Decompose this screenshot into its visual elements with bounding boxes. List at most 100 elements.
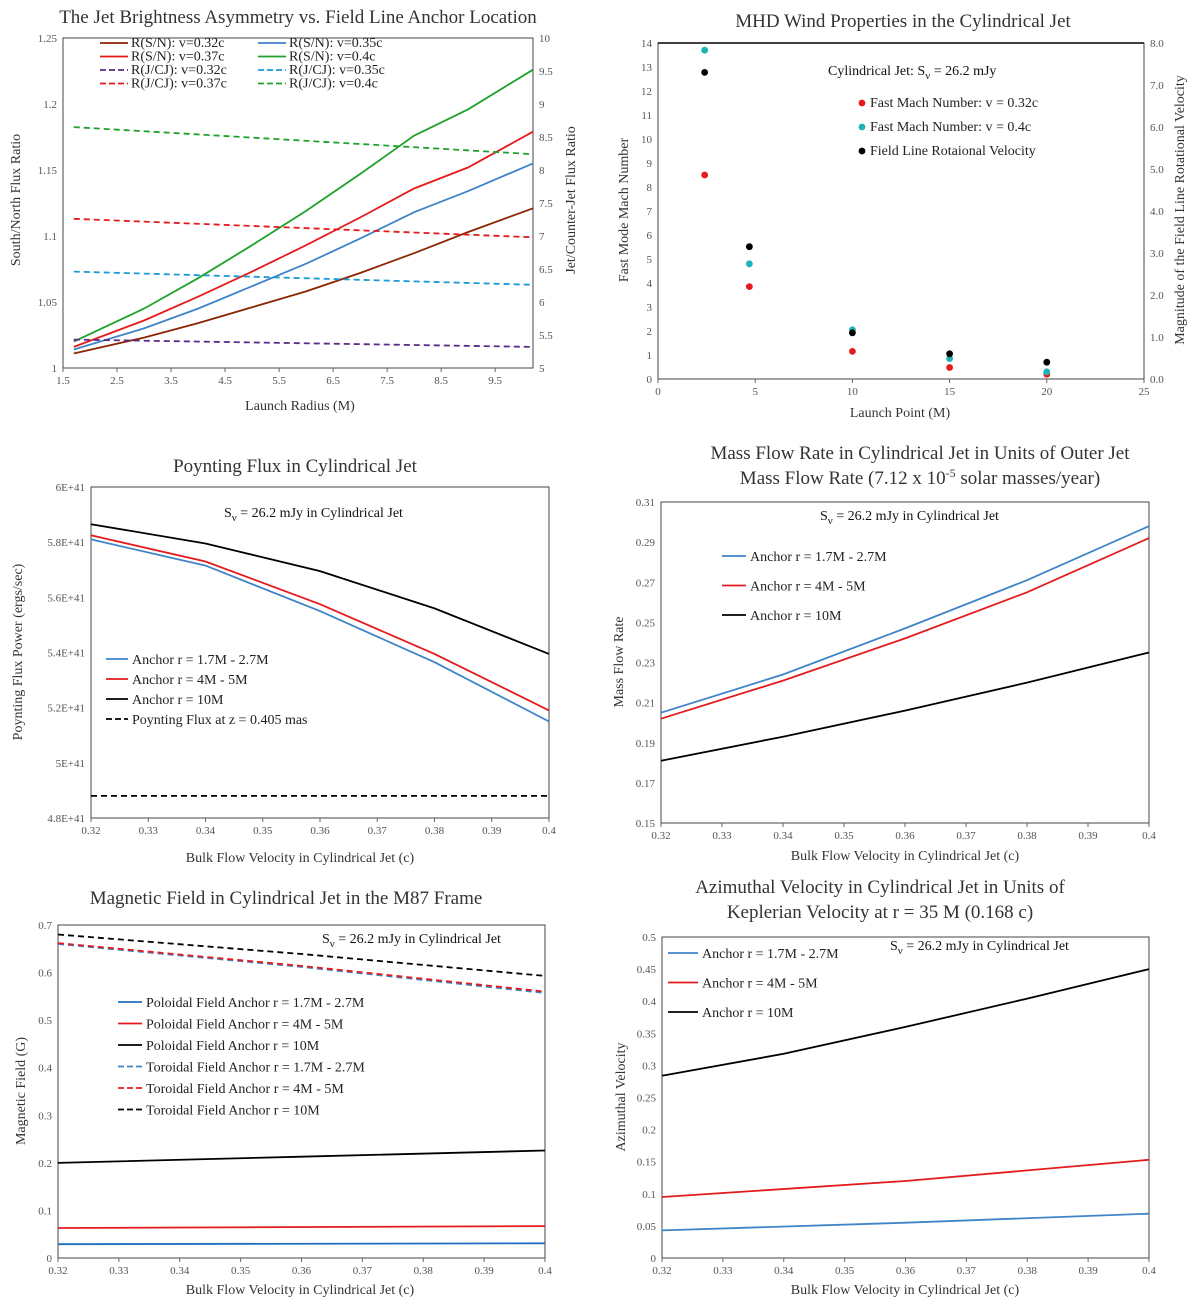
y-tick-label: 0.5 — [38, 1015, 52, 1027]
y2-tick-label: 3.0 — [1150, 248, 1164, 260]
x-tick-label: 3.5 — [164, 375, 178, 387]
y2-tick-label: 6.5 — [539, 264, 553, 276]
y-axis-label: Fast Mode Mach Number — [617, 138, 632, 283]
y2-tick-label: 7 — [539, 231, 545, 243]
series-line-r-j-cj-v-0-4c — [73, 126, 534, 156]
y2-tick-label: 4.0 — [1150, 206, 1164, 218]
chart-title-line2: Keplerian Velocity at r = 35 M (0.168 c) — [727, 902, 1033, 923]
series-line-anchor-r-10m — [661, 968, 1150, 1077]
x-tick-label: 0.32 — [81, 825, 100, 837]
y-tick-label: 0.29 — [636, 537, 656, 549]
series-line-r-s-n-v-0-32c — [73, 207, 534, 355]
y2-tick-label: 5.5 — [539, 330, 553, 342]
legend-label: Anchor r = 1.7M - 2.7M — [750, 550, 887, 565]
y2-tick-label: 8.5 — [539, 132, 553, 144]
x-tick-label: 0.4 — [538, 1265, 552, 1277]
y-tick-label: 0.05 — [637, 1221, 657, 1233]
y-tick-label: 10 — [641, 134, 653, 146]
series-line-poloidal-field-anchor-r-1-7m-2-7m — [57, 1242, 546, 1246]
x-tick-label: 9.5 — [488, 375, 502, 387]
series-line-anchor-r-1-7m-2-7m — [660, 525, 1150, 714]
y-tick-label: 5.2E+41 — [47, 703, 85, 715]
series-line-anchor-r-10m — [660, 651, 1150, 762]
chart-title-line2: Mass Flow Rate (7.12 x 10-5 solar masses… — [740, 466, 1100, 489]
title-line2-sup: -5 — [946, 466, 956, 480]
y2-axis-label: Magnitude of the Field Line Rotational V… — [1173, 75, 1188, 345]
data-point-fast-mach-number-v-0-32c — [701, 171, 709, 179]
x-tick-label: 0.34 — [773, 830, 793, 842]
series-line-r-j-cj-v-0-37c — [73, 217, 534, 239]
x-tick-label: 1.5 — [56, 375, 70, 387]
series-line-poloidal-field-anchor-r-4m-5m — [57, 1225, 546, 1229]
x-tick-label: 5 — [752, 386, 758, 398]
annotation-prefix: S — [890, 939, 898, 954]
legend-label: Fast Mach Number: v = 0.32c — [870, 96, 1038, 111]
y-axis-label: Azimuthal Velocity — [614, 1043, 629, 1152]
y-tick-label: 0.45 — [637, 964, 657, 976]
legend-label: Anchor r = 10M — [132, 693, 224, 708]
y2-tick-label: 6.0 — [1150, 122, 1164, 134]
y-tick-label: 1.15 — [38, 165, 58, 177]
annotation: Sν = 26.2 mJy in Cylindrical Jet — [224, 506, 403, 524]
y-axis-label: Poynting Flux Power (ergs/sec) — [11, 563, 26, 740]
x-tick-label: 0.34 — [774, 1265, 794, 1277]
y2-axis-label: Jet/Counter-Jet Flux Ratio — [564, 126, 579, 274]
y-tick-label: 0.15 — [637, 1157, 657, 1169]
data-point-fast-mach-number-v-0-4c — [946, 355, 953, 362]
annotation-suffix: = 26.2 mJy in Cylindrical Jet — [237, 506, 403, 521]
y-tick-label: 4 — [647, 278, 653, 290]
annotation-suffix: = 26.2 mJy in Cylindrical Jet — [335, 932, 501, 947]
x-tick-label: 0.4 — [1142, 1265, 1156, 1277]
legend-label: Toroidal Field Anchor r = 1.7M - 2.7M — [146, 1061, 365, 1076]
y-tick-label: 0.15 — [636, 818, 656, 830]
panel-mhd-wind: MHD Wind Properties in the Cylindrical J… — [617, 11, 1188, 421]
x-tick-label: 0.36 — [292, 1265, 312, 1277]
y-axis-label: Magnetic Field (G) — [14, 1037, 29, 1145]
y-tick-label: 1.05 — [38, 297, 58, 309]
x-tick-label: 0.36 — [896, 1265, 916, 1277]
title-line2-prefix: Mass Flow Rate (7.12 x 10 — [740, 468, 946, 489]
title-line2-suffix: solar masses/year) — [956, 468, 1101, 489]
y-tick-label: 1 — [647, 350, 653, 362]
series-line-anchor-r-4m-5m — [661, 1158, 1150, 1198]
y-tick-label: 2 — [647, 326, 653, 338]
legend-label: Anchor r = 4M - 5M — [132, 673, 248, 688]
x-tick-label: 0.38 — [1017, 830, 1037, 842]
legend-label: Poynting Flux at z = 0.405 mas — [132, 713, 308, 728]
annotation-prefix: S — [322, 932, 330, 947]
y2-tick-label: 2.0 — [1150, 290, 1164, 302]
legend-label: Fast Mach Number: v = 0.4c — [870, 120, 1031, 135]
chart-title-line1: Mass Flow Rate in Cylindrical Jet in Uni… — [710, 443, 1130, 464]
annotation: Sν = 26.2 mJy in Cylindrical Jet — [890, 939, 1069, 957]
legend-label: Anchor r = 4M - 5M — [702, 977, 818, 992]
chart-title: Poynting Flux in Cylindrical Jet — [173, 456, 418, 477]
y-tick-label: 0.4 — [642, 996, 656, 1008]
y-tick-label: 0 — [651, 1253, 657, 1265]
data-point-fast-mach-number-v-0-4c — [1043, 368, 1051, 376]
data-point-fast-mach-number-v-0-4c — [745, 260, 753, 268]
x-tick-label: 7.5 — [380, 375, 394, 387]
legend-label: Anchor r = 10M — [750, 609, 842, 624]
legend-label: R(S/N): v=0.4c — [289, 50, 375, 65]
x-tick-label: 4.5 — [218, 375, 232, 387]
y-tick-label: 5.6E+41 — [47, 592, 85, 604]
x-axis-label: Bulk Flow Velocity in Cylindrical Jet (c… — [186, 851, 415, 866]
series-line-anchor-r-4m-5m — [90, 534, 550, 712]
y-tick-label: 13 — [641, 62, 653, 74]
x-tick-label: 0.37 — [353, 1265, 373, 1277]
data-point-field-line-rotaional-velocity — [745, 243, 753, 251]
x-tick-label: 15 — [944, 386, 956, 398]
x-tick-label: 0.33 — [139, 825, 159, 837]
series-line-toroidal-field-anchor-r-10m — [57, 933, 546, 977]
y-tick-label: 0.5 — [642, 932, 656, 944]
annotation: Sν = 26.2 mJy in Cylindrical Jet — [322, 932, 501, 950]
plot-area — [660, 501, 1150, 824]
legend-label: Toroidal Field Anchor r = 4M - 5M — [146, 1082, 344, 1097]
x-tick-label: 0.34 — [170, 1265, 190, 1277]
annotation: Sν = 26.2 mJy in Cylindrical Jet — [820, 509, 999, 527]
annotation: Cylindrical Jet: Sν = 26.2 mJy — [828, 64, 996, 82]
x-tick-label: 0.38 — [414, 1265, 434, 1277]
legend-marker — [858, 99, 866, 107]
y-tick-label: 0.2 — [642, 1125, 656, 1137]
x-tick-label: 0.33 — [713, 1265, 733, 1277]
